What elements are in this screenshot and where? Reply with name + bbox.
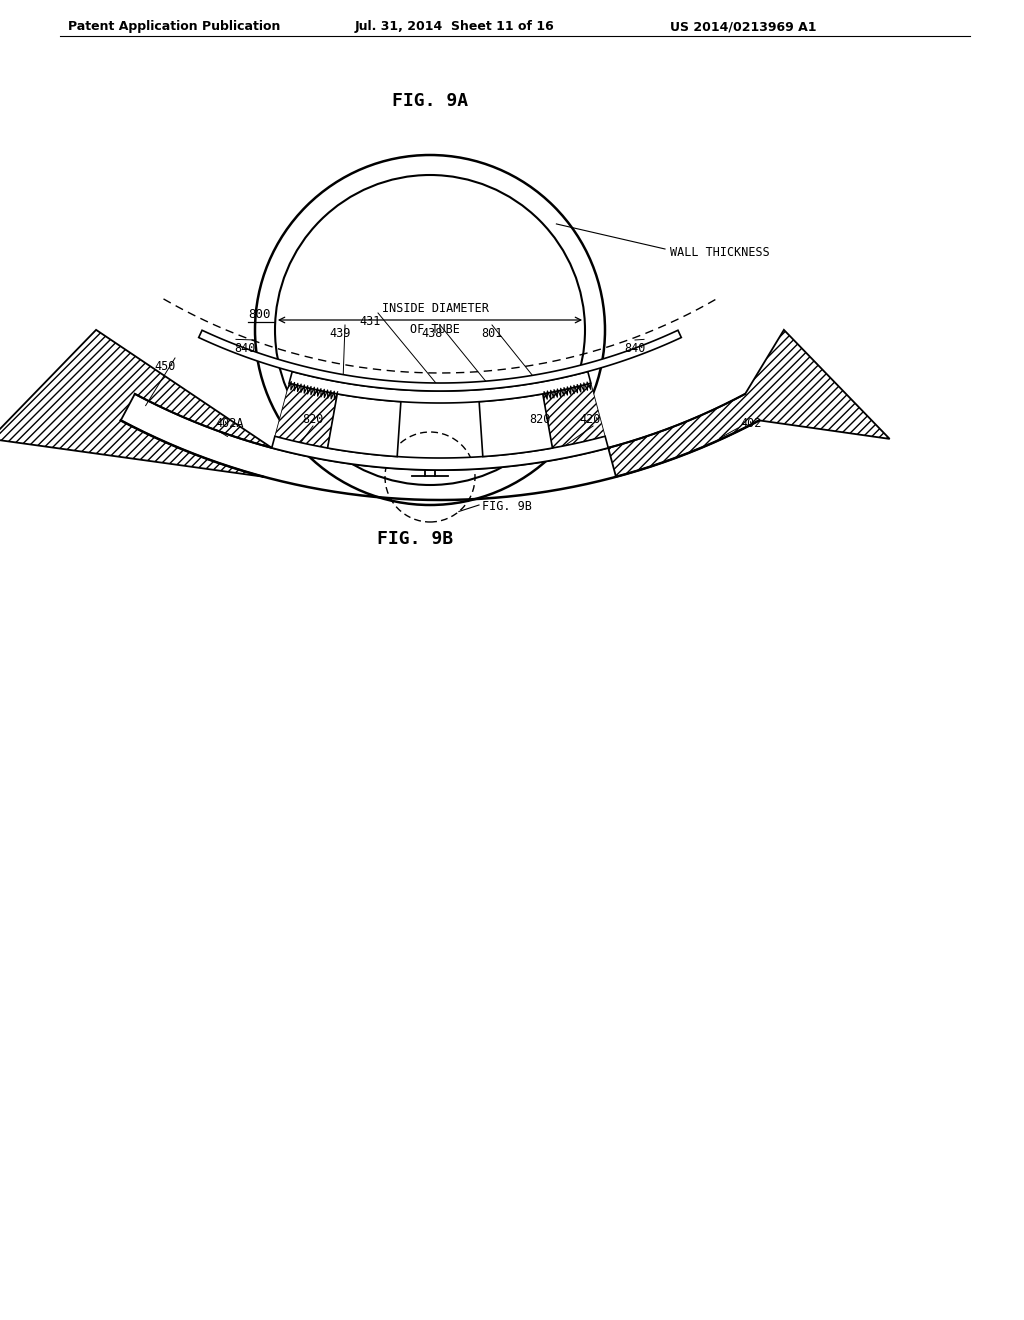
Text: WALL THICKNESS: WALL THICKNESS	[670, 246, 770, 259]
Text: 420: 420	[580, 413, 601, 426]
Text: 438: 438	[421, 327, 442, 341]
Text: 801: 801	[481, 327, 503, 341]
Text: Jul. 31, 2014  Sheet 11 of 16: Jul. 31, 2014 Sheet 11 of 16	[355, 20, 555, 33]
Text: 431: 431	[359, 315, 381, 327]
Text: 820: 820	[302, 413, 324, 426]
Text: 402A: 402A	[215, 417, 244, 430]
Text: FIG. 9B: FIG. 9B	[482, 500, 531, 513]
Text: 800: 800	[248, 309, 270, 322]
Polygon shape	[479, 393, 552, 457]
Polygon shape	[328, 393, 400, 457]
Text: FIG. 9B: FIG. 9B	[377, 531, 453, 548]
Text: 450: 450	[155, 360, 176, 374]
Text: US 2014/0213969 A1: US 2014/0213969 A1	[670, 20, 816, 33]
Text: Patent Application Publication: Patent Application Publication	[68, 20, 281, 33]
Polygon shape	[0, 330, 271, 477]
Polygon shape	[271, 437, 608, 470]
Polygon shape	[274, 383, 337, 447]
Text: 840: 840	[625, 342, 646, 355]
Polygon shape	[199, 330, 681, 391]
Text: 439: 439	[330, 327, 350, 341]
Text: 820: 820	[529, 413, 551, 426]
Text: FIG. 9A: FIG. 9A	[392, 92, 468, 110]
Text: OF TUBE: OF TUBE	[410, 323, 460, 337]
Polygon shape	[543, 383, 605, 447]
Text: INSIDE DIAMETER: INSIDE DIAMETER	[382, 302, 488, 315]
Text: 402: 402	[740, 417, 762, 430]
Text: 840: 840	[234, 342, 256, 355]
Polygon shape	[608, 330, 890, 477]
Polygon shape	[289, 371, 591, 403]
